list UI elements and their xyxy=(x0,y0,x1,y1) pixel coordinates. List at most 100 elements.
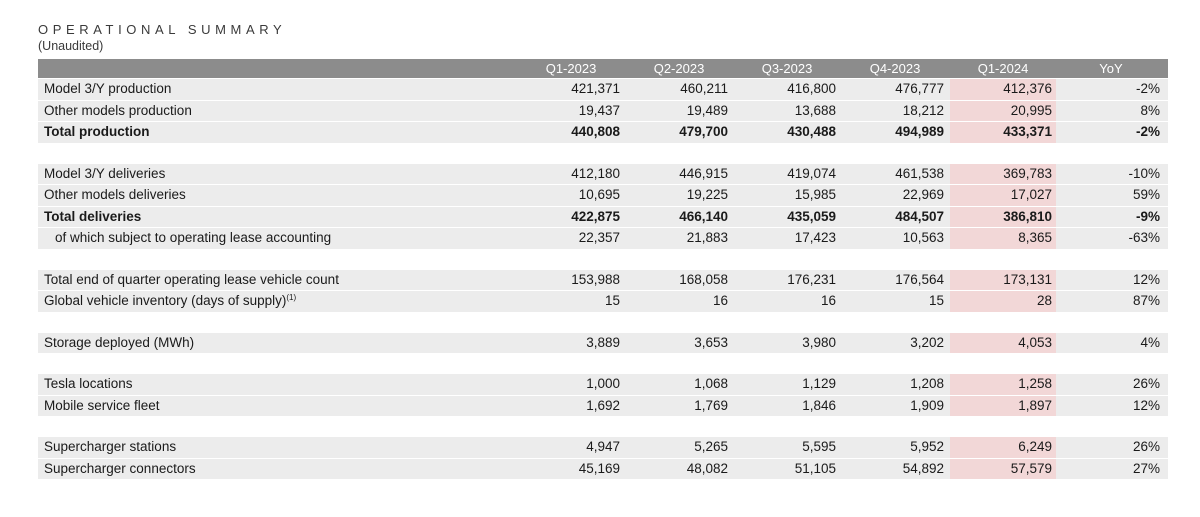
table-row: Other models deliveries 10,695 19,225 15,98… xyxy=(38,185,1168,206)
table-cell: 12% xyxy=(1132,397,1160,413)
table-cell: 421,371 xyxy=(571,81,620,96)
table-cell: 1,129 xyxy=(802,376,836,391)
table-row: Storage deployed (MWh) 3,889 3,653 3,980 3,2… xyxy=(38,332,1168,353)
table-cell: 176,564 xyxy=(895,271,944,287)
table-cell: 15 xyxy=(928,293,944,308)
table-cell: -2% xyxy=(1135,81,1160,96)
table-row: Mobile service fleet 1,692 1,769 1,846 1,909… xyxy=(38,395,1168,416)
table-cell: 1,909 xyxy=(910,397,944,413)
table-cell: -9% xyxy=(1135,208,1160,224)
table-cell: 16 xyxy=(712,293,728,308)
row-label: Model 3/Y production xyxy=(44,81,172,96)
table-row: Total production 440,808 479,700 430,488 494… xyxy=(38,122,1168,143)
table-cell: 460,211 xyxy=(680,81,728,96)
table-cell: 10,563 xyxy=(902,230,944,245)
table-cell: 476,777 xyxy=(895,81,944,96)
row-label: Model 3/Y deliveries xyxy=(44,165,166,181)
table-row: Supercharger connectors 45,169 48,082 51,10… xyxy=(38,458,1168,479)
table-cell: 22,969 xyxy=(902,187,944,202)
row-label: Total deliveries xyxy=(44,208,142,224)
table-body: Model 3/Y production 421,371 460,211 416,80… xyxy=(38,79,1168,479)
table-cell: 5,952 xyxy=(910,439,944,454)
column-header: Q4-2023 xyxy=(869,61,921,76)
table-cell: 173,131 xyxy=(950,269,1056,290)
table-cell: 45,169 xyxy=(578,460,620,476)
row-label: Mobile service fleet xyxy=(44,397,160,413)
table-cell: 28 xyxy=(950,291,1056,312)
table-cell: 1,897 xyxy=(950,395,1056,416)
table-section: Model 3/Y deliveries 412,180 446,915 419,07… xyxy=(38,163,1168,249)
table-cell: 412,376 xyxy=(950,79,1056,100)
table-cell: 87% xyxy=(1132,293,1160,308)
table-section: Storage deployed (MWh) 3,889 3,653 3,980 3,2… xyxy=(38,332,1168,353)
row-label: Other models production xyxy=(44,102,192,118)
table-cell: 3,202 xyxy=(910,334,944,350)
row-label: Storage deployed (MWh) xyxy=(44,334,195,350)
table-cell: 21,883 xyxy=(686,230,728,245)
table-row: Global vehicle inventory (days of supply… xyxy=(38,291,1168,312)
table-cell: 19,489 xyxy=(686,102,728,118)
table-cell: 26% xyxy=(1132,376,1160,391)
header-label-spacer xyxy=(38,59,518,78)
table-cell: 18,212 xyxy=(902,102,944,118)
table-cell: 26% xyxy=(1132,439,1160,454)
table-cell: 3,980 xyxy=(802,334,836,350)
table-cell: 433,371 xyxy=(950,122,1056,143)
row-label: Total end of quarter operating lease veh… xyxy=(44,271,339,287)
footnote-marker: (1) xyxy=(286,293,297,302)
table-cell: 17,423 xyxy=(794,230,836,245)
row-label: Tesla locations xyxy=(44,376,133,391)
table-cell: 3,653 xyxy=(694,334,728,350)
table-cell: 59% xyxy=(1132,187,1160,202)
table-row: Total deliveries 422,875 466,140 435,059 484… xyxy=(38,206,1168,227)
table-cell: 57,579 xyxy=(950,458,1056,479)
page-title: OPERATIONAL SUMMARY xyxy=(38,22,287,37)
table-cell: 416,800 xyxy=(787,81,836,96)
table-cell: -10% xyxy=(1128,165,1160,181)
table-cell: 386,810 xyxy=(950,206,1056,227)
table-cell: 430,488 xyxy=(787,124,836,139)
table-cell: 422,875 xyxy=(571,208,620,224)
table-cell: 419,074 xyxy=(787,165,836,181)
table-cell: -2% xyxy=(1135,124,1160,139)
row-label: Supercharger stations xyxy=(44,439,177,454)
table-cell: 4,947 xyxy=(586,439,620,454)
table-cell: 8% xyxy=(1140,102,1160,118)
table-cell: 5,595 xyxy=(802,439,836,454)
table-cell: 20,995 xyxy=(950,100,1056,121)
table-cell: 54,892 xyxy=(902,460,944,476)
table-cell: 369,783 xyxy=(950,163,1056,184)
row-label: Other models deliveries xyxy=(44,187,186,202)
table-cell: 168,058 xyxy=(679,271,728,287)
column-header: Q1-2023 xyxy=(545,61,597,76)
table-cell: 412,180 xyxy=(571,165,620,181)
table-row: of which subject to operating lease acco… xyxy=(38,228,1168,249)
table-cell: 17,027 xyxy=(950,185,1056,206)
table-section: Model 3/Y production 421,371 460,211 416,80… xyxy=(38,79,1168,143)
table-cell: 19,437 xyxy=(578,102,620,118)
table-row: Total end of quarter operating lease veh… xyxy=(38,269,1168,290)
table-cell: 4% xyxy=(1140,334,1160,350)
table-cell: 1,846 xyxy=(802,397,836,413)
table-cell: 1,068 xyxy=(694,376,728,391)
table-cell: 440,808 xyxy=(571,124,620,139)
table-cell: -63% xyxy=(1128,230,1160,245)
table-row: Supercharger stations 4,947 5,265 5,595 5,95… xyxy=(38,437,1168,458)
table-cell: 461,538 xyxy=(895,165,944,181)
table-cell: 479,700 xyxy=(679,124,728,139)
table-cell: 466,140 xyxy=(679,208,728,224)
table-cell: 3,889 xyxy=(586,334,620,350)
table-section: Total end of quarter operating lease veh… xyxy=(38,269,1168,312)
table-section: Supercharger stations 4,947 5,265 5,595 5,95… xyxy=(38,437,1168,479)
table-cell: 6,249 xyxy=(950,437,1056,458)
table-cell: 12% xyxy=(1132,271,1160,287)
table-row: Tesla locations 1,000 1,068 1,129 1,208 1,258… xyxy=(38,374,1168,395)
table-cell: 48,082 xyxy=(686,460,728,476)
table-cell: 22,357 xyxy=(578,230,620,245)
table-cell: 446,915 xyxy=(679,165,728,181)
operational-summary-table: Q1-2023 Q2-2023 Q3-2023 Q4-2023 Q1-2024 … xyxy=(38,59,1168,479)
column-header: YoY xyxy=(1099,61,1123,76)
table-row: Other models production 19,437 19,489 13,68… xyxy=(38,100,1168,121)
table-cell: 1,000 xyxy=(586,376,620,391)
table-cell: 15 xyxy=(604,293,620,308)
